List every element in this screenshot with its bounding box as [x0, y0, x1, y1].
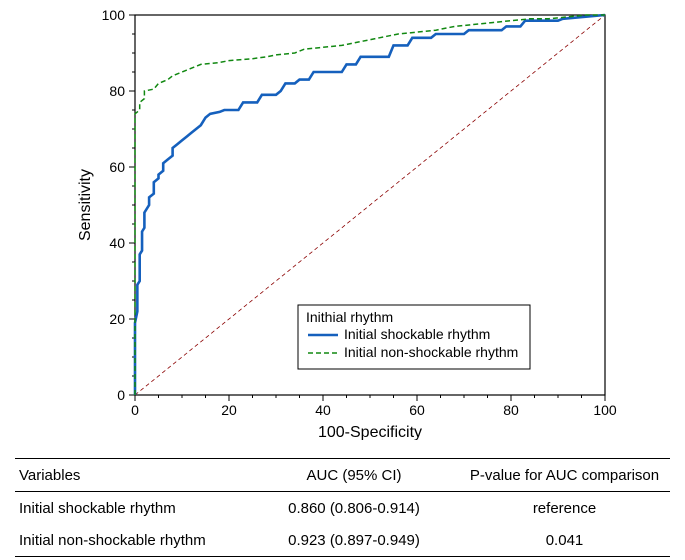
auc-table: Variables AUC (95% CI) P-value for AUC c… — [15, 458, 670, 557]
svg-text:80: 80 — [109, 83, 125, 99]
cell-auc: 0.923 (0.897-0.949) — [249, 532, 459, 549]
svg-text:20: 20 — [221, 402, 237, 418]
table-row: Initial non-shockable rhythm 0.923 (0.89… — [15, 524, 670, 556]
svg-text:Initial non-shockable rhythm: Initial non-shockable rhythm — [344, 344, 518, 360]
svg-text:100: 100 — [593, 402, 617, 418]
cell-auc: 0.860 (0.806-0.914) — [249, 500, 459, 517]
svg-text:20: 20 — [109, 311, 125, 327]
table-rule-bottom — [15, 556, 670, 557]
svg-text:0: 0 — [117, 387, 125, 403]
cell-var: Initial non-shockable rhythm — [15, 532, 249, 549]
svg-text:Initial shockable rhythm: Initial shockable rhythm — [344, 326, 490, 342]
figure-wrapper: 0 20 40 60 80 100 0 20 40 60 80 100 100-Specificity S… — [0, 0, 685, 560]
col-header-auc: AUC (95% CI) — [249, 467, 459, 484]
svg-text:80: 80 — [503, 402, 519, 418]
cell-pval: 0.041 — [459, 532, 670, 549]
cell-pval: reference — [459, 500, 670, 517]
svg-text:40: 40 — [315, 402, 331, 418]
col-header-pvalue: P-value for AUC comparison — [459, 467, 670, 484]
svg-text:100-Specificity: 100-Specificity — [318, 424, 422, 440]
table-header-row: Variables AUC (95% CI) P-value for AUC c… — [15, 459, 670, 491]
roc-chart: 0 20 40 60 80 100 0 20 40 60 80 100 100-Specificity S… — [65, 0, 620, 440]
svg-text:0: 0 — [131, 402, 139, 418]
svg-text:Inithial rhythm: Inithial rhythm — [306, 309, 393, 325]
svg-text:60: 60 — [109, 159, 125, 175]
svg-text:100: 100 — [102, 7, 126, 23]
svg-text:60: 60 — [409, 402, 425, 418]
cell-var: Initial shockable rhythm — [15, 500, 249, 517]
svg-text:Sensitivity: Sensitivity — [77, 169, 94, 241]
svg-text:40: 40 — [109, 235, 125, 251]
col-header-variables: Variables — [15, 467, 249, 484]
roc-chart-svg: 0 20 40 60 80 100 0 20 40 60 80 100 100-Specificity S… — [65, 0, 620, 440]
table-row: Initial shockable rhythm 0.860 (0.806-0.… — [15, 492, 670, 524]
